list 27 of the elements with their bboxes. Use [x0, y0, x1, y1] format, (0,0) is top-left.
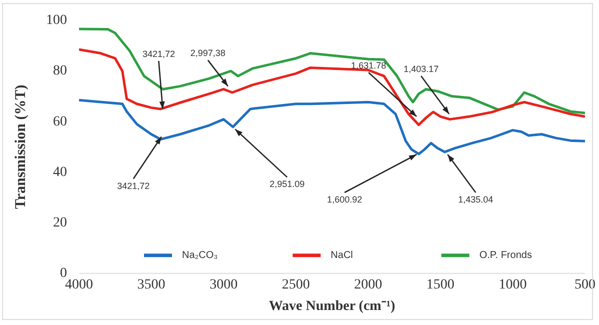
x-tick-label: 1500 — [426, 277, 454, 292]
annotation: 2,951.09 — [270, 179, 305, 190]
annotation: 2,997,38 — [190, 48, 226, 58]
x-tick-label: 2000 — [354, 277, 382, 292]
y-tick-label: 40 — [53, 164, 67, 180]
annotation: 1,435.04 — [458, 194, 494, 204]
x-tick-label: 500 — [574, 277, 596, 292]
y-tick-label: 0 — [60, 266, 67, 282]
annotation: 1,631.78 — [351, 60, 386, 71]
x-tick-label: 3000 — [210, 277, 238, 292]
x-axis-title: Wave Number (cm⁻¹) — [268, 299, 396, 314]
legend-label: O.P. Fronds — [479, 250, 532, 262]
legend-label: NaCl — [330, 250, 353, 262]
annotation: 1,403.17 — [404, 64, 439, 74]
x-tick-label: 4000 — [65, 277, 93, 292]
x-tick-label: 1000 — [498, 277, 527, 292]
annotation: 3421,72 — [117, 180, 150, 191]
y-tick-label: 20 — [53, 215, 67, 230]
y-tick-label: 60 — [53, 114, 67, 130]
legend-label: Na₂CO₃ — [182, 250, 218, 262]
y-tick-label: 100 — [46, 13, 67, 28]
y-axis-title: Transmission (%T) — [12, 84, 29, 210]
annotation: 3421,72 — [142, 48, 175, 59]
y-tick-label: 80 — [53, 64, 67, 79]
annotation: 1,600.92 — [327, 194, 362, 204]
x-tick-label: 3500 — [137, 277, 166, 292]
x-tick-label: 2500 — [282, 277, 310, 292]
